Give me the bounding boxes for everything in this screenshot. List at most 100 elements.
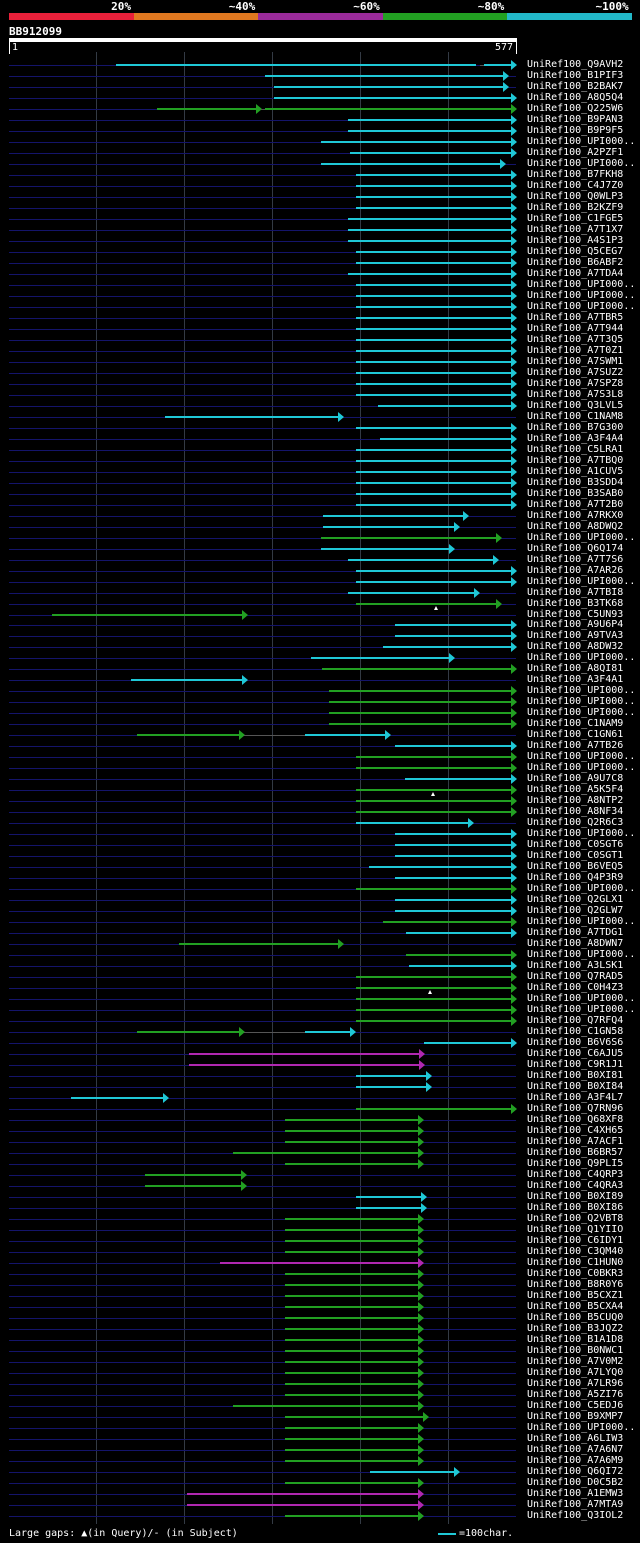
hit-label[interactable]: UniRef100_UPI000.. (527, 652, 636, 663)
hit-segment[interactable] (285, 1295, 419, 1297)
hit-label[interactable]: UniRef100_UPI000.. (527, 685, 636, 696)
hit-segment[interactable] (285, 1350, 419, 1352)
hit-label[interactable]: UniRef100_B3SAB0 (527, 488, 624, 499)
hit-label[interactable]: UniRef100_A7TDG1 (527, 927, 624, 938)
hit-label[interactable]: UniRef100_A7T0Z1 (527, 345, 624, 356)
hit-label[interactable]: UniRef100_A3LSK1 (527, 960, 624, 971)
hit-label[interactable]: UniRef100_C1NAM9 (527, 718, 624, 729)
hit-label[interactable]: UniRef100_A7TDA4 (527, 268, 624, 279)
hit-label[interactable]: UniRef100_A7T1X7 (527, 224, 624, 235)
hit-segment[interactable] (71, 1097, 165, 1099)
hit-label[interactable]: UniRef100_UPI000.. (527, 301, 636, 312)
hit-label[interactable]: UniRef100_B2KZF9 (527, 202, 624, 213)
hit-segment[interactable] (355, 449, 512, 451)
hit-segment[interactable] (285, 1339, 419, 1341)
hit-label[interactable]: UniRef100_UPI000.. (527, 751, 636, 762)
hit-segment[interactable] (355, 811, 512, 813)
hit-segment[interactable] (320, 548, 451, 550)
hit-segment[interactable] (285, 1482, 419, 1484)
hit-segment[interactable] (285, 1251, 419, 1253)
hit-segment[interactable] (285, 1449, 419, 1451)
hit-label[interactable]: UniRef100_B1PIF3 (527, 70, 624, 81)
hit-segment[interactable] (186, 1504, 419, 1506)
hit-label[interactable]: UniRef100_C6IDY1 (527, 1235, 624, 1246)
hit-segment[interactable] (178, 943, 339, 945)
hit-label[interactable]: UniRef100_A7T7S6 (527, 554, 624, 565)
hit-segment[interactable] (304, 1031, 351, 1033)
hit-label[interactable]: UniRef100_A7SPZ8 (527, 378, 624, 389)
hit-segment[interactable] (188, 1053, 420, 1055)
hit-segment[interactable] (285, 1515, 419, 1517)
hit-segment[interactable] (395, 833, 512, 835)
hit-label[interactable]: UniRef100_A8DWN7 (527, 938, 624, 949)
hit-label[interactable]: UniRef100_C1GN58 (527, 1026, 624, 1037)
hit-segment[interactable] (355, 394, 512, 396)
hit-segment[interactable] (188, 1064, 420, 1066)
hit-label[interactable]: UniRef100_B6VEQ5 (527, 861, 624, 872)
hit-label[interactable]: UniRef100_UPI000.. (527, 576, 636, 587)
hit-label[interactable]: UniRef100_B5CXA4 (527, 1301, 624, 1312)
hit-label[interactable]: UniRef100_A7TB26 (527, 740, 624, 751)
hit-segment[interactable] (285, 1284, 419, 1286)
hit-segment[interactable] (347, 229, 512, 231)
hit-segment[interactable] (355, 284, 512, 286)
hit-segment[interactable] (355, 976, 512, 978)
hit-segment[interactable] (383, 921, 512, 923)
hit-segment[interactable] (145, 1185, 242, 1187)
hit-label[interactable]: UniRef100_B9P9F5 (527, 125, 624, 136)
hit-label[interactable]: UniRef100_Q4P3R9 (527, 872, 624, 883)
hit-segment[interactable] (164, 416, 339, 418)
hit-segment[interactable] (355, 789, 512, 791)
hit-label[interactable]: UniRef100_A7T3Q5 (527, 334, 624, 345)
hit-segment[interactable] (369, 1471, 455, 1473)
hit-label[interactable]: UniRef100_C5EDJ6 (527, 1400, 624, 1411)
hit-segment[interactable] (355, 767, 512, 769)
hit-label[interactable]: UniRef100_A9TVA3 (527, 630, 624, 641)
hit-segment[interactable] (285, 1394, 419, 1396)
hit-label[interactable]: UniRef100_A7V0M2 (527, 1356, 624, 1367)
hit-segment[interactable] (355, 427, 512, 429)
hit-segment[interactable] (355, 361, 512, 363)
hit-segment[interactable] (395, 855, 512, 857)
hit-label[interactable]: UniRef100_A3F4A1 (527, 674, 624, 685)
hit-label[interactable]: UniRef100_C6AJU5 (527, 1048, 624, 1059)
hit-segment[interactable] (328, 690, 512, 692)
hit-segment[interactable] (285, 1416, 424, 1418)
hit-segment[interactable] (355, 756, 512, 758)
hit-label[interactable]: UniRef100_B3TK68 (527, 598, 624, 609)
hit-label[interactable]: UniRef100_C0SGT6 (527, 839, 624, 850)
hit-label[interactable]: UniRef100_C1GN61 (527, 729, 624, 740)
hit-segment[interactable] (131, 679, 243, 681)
hit-segment[interactable] (355, 251, 512, 253)
hit-label[interactable]: UniRef100_B0XI86 (527, 1202, 624, 1213)
hit-segment[interactable] (395, 745, 512, 747)
hit-segment[interactable] (355, 581, 512, 583)
hit-segment[interactable] (285, 1361, 419, 1363)
hit-label[interactable]: UniRef100_A7T2B0 (527, 499, 624, 510)
hit-label[interactable]: UniRef100_A5K5F4 (527, 784, 624, 795)
hit-segment[interactable] (232, 1405, 419, 1407)
hit-segment[interactable] (355, 800, 512, 802)
hit-label[interactable]: UniRef100_A7LYQ0 (527, 1367, 624, 1378)
hit-label[interactable]: UniRef100_D0C5B2 (527, 1477, 624, 1488)
hit-label[interactable]: UniRef100_Q225W6 (527, 103, 624, 114)
hit-segment[interactable] (408, 965, 512, 967)
hit-label[interactable]: UniRef100_B5CXZ1 (527, 1290, 624, 1301)
hit-label[interactable]: UniRef100_C5LRA1 (527, 444, 624, 455)
hit-segment[interactable] (355, 196, 512, 198)
hit-label[interactable]: UniRef100_B8R0Y6 (527, 1279, 624, 1290)
hit-segment[interactable] (355, 1009, 512, 1011)
hit-segment[interactable] (347, 119, 512, 121)
hit-label[interactable]: UniRef100_C1NAM8 (527, 411, 624, 422)
hit-label[interactable]: UniRef100_UPI000.. (527, 290, 636, 301)
hit-label[interactable]: UniRef100_A4S1P3 (527, 235, 624, 246)
hit-label[interactable]: UniRef100_A2PZF1 (527, 147, 624, 158)
hit-segment[interactable] (405, 954, 512, 956)
hit-label[interactable]: UniRef100_A7SWM1 (527, 356, 624, 367)
hit-segment[interactable] (323, 515, 464, 517)
hit-segment[interactable] (355, 1108, 512, 1110)
hit-segment[interactable] (273, 97, 512, 99)
hit-label[interactable]: UniRef100_A7RKX0 (527, 510, 624, 521)
hit-segment[interactable] (285, 1328, 419, 1330)
hit-label[interactable]: UniRef100_UPI000.. (527, 279, 636, 290)
